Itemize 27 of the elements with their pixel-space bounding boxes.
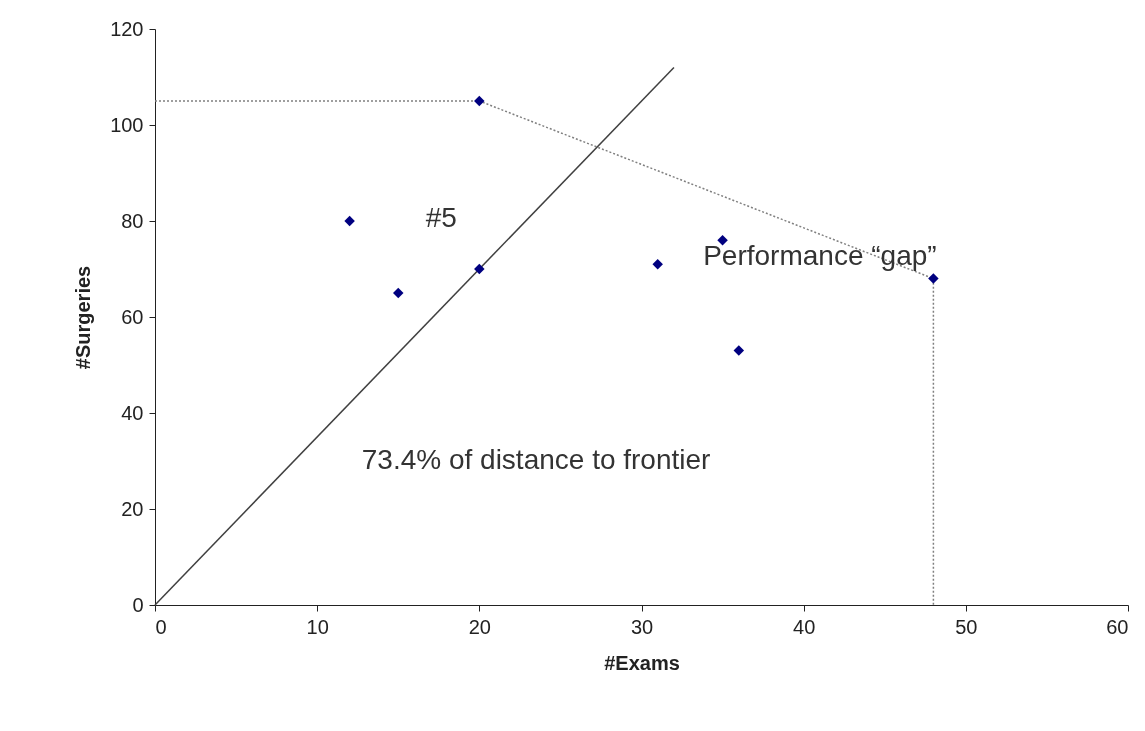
point xyxy=(393,287,404,299)
point xyxy=(474,263,485,275)
annotation: Performance “gap” xyxy=(703,240,937,271)
y-axis-title: #Surgeries xyxy=(72,265,95,370)
y-tick-label: 120 xyxy=(110,17,144,40)
y-tick-label: 100 xyxy=(110,113,144,136)
annotation: #5 xyxy=(425,202,457,233)
x-tick-label: 50 xyxy=(955,615,978,638)
x-tick-label: 10 xyxy=(306,615,329,638)
y-tick-label: 40 xyxy=(121,401,144,424)
point xyxy=(733,345,745,356)
x-tick-label: 20 xyxy=(468,615,491,638)
x-tick-label: 0 xyxy=(155,615,167,638)
y-tick-label: 0 xyxy=(132,593,144,616)
point xyxy=(474,95,485,107)
y-tick-label: 80 xyxy=(121,209,144,232)
point xyxy=(344,215,355,227)
point xyxy=(717,234,728,246)
x-tick-label: 40 xyxy=(793,615,816,638)
annotation: 73.4% of distance to frontier xyxy=(361,444,711,475)
x-tick-label: 60 xyxy=(1106,615,1129,638)
y-tick-label: 20 xyxy=(121,497,144,520)
y-tick-label: 60 xyxy=(121,305,144,328)
point xyxy=(652,258,663,270)
x-axis-title: #Exams xyxy=(604,651,680,674)
point xyxy=(928,273,939,284)
x-tick-label: 30 xyxy=(630,615,654,638)
